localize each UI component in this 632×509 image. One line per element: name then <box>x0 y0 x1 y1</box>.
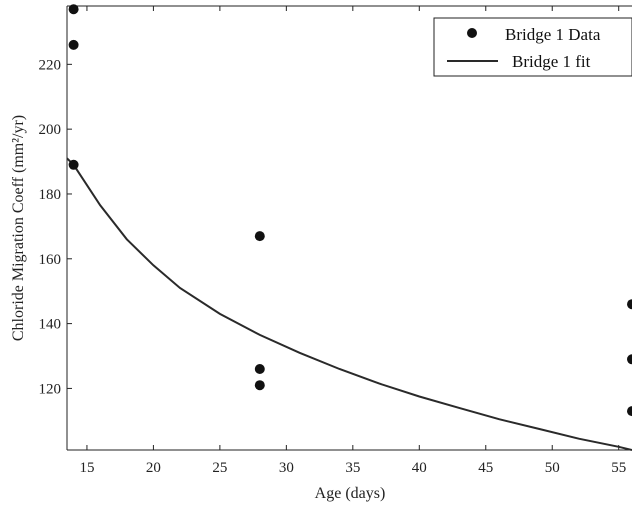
data-point <box>255 364 265 374</box>
x-tick-label: 15 <box>79 460 94 476</box>
data-point <box>255 231 265 241</box>
fit-line <box>67 158 632 450</box>
fit-line-layer <box>67 158 632 450</box>
y-tick-label: 120 <box>39 381 62 397</box>
data-point <box>69 40 79 50</box>
x-tick-label: 20 <box>146 460 161 476</box>
y-tick-label: 140 <box>39 317 62 333</box>
y-tick-label: 220 <box>39 57 62 73</box>
data-point <box>627 354 632 364</box>
x-tick-label: 45 <box>478 460 493 476</box>
data-point <box>627 299 632 309</box>
y-axis-label: Chloride Migration Coeff (mm²/yr) <box>10 115 27 341</box>
y-tick-label: 200 <box>39 122 62 138</box>
x-tick-label: 25 <box>212 460 227 476</box>
legend: Bridge 1 Data Bridge 1 fit <box>434 18 632 76</box>
x-tick-label: 50 <box>545 460 560 476</box>
y-tick-label: 160 <box>39 252 62 268</box>
x-tick-label: 30 <box>279 460 294 476</box>
x-tick-label: 35 <box>345 460 360 476</box>
data-point <box>255 380 265 390</box>
legend-label-fit: Bridge 1 fit <box>512 52 591 71</box>
data-point <box>627 406 632 416</box>
y-tick-label: 180 <box>39 187 62 203</box>
data-point <box>69 160 79 170</box>
x-tick-label: 40 <box>412 460 427 476</box>
legend-label-data: Bridge 1 Data <box>505 25 601 44</box>
legend-marker-data <box>467 28 477 38</box>
x-axis-label: Age (days) <box>315 485 386 502</box>
x-tick-label: 55 <box>611 460 626 476</box>
data-point <box>69 4 79 14</box>
